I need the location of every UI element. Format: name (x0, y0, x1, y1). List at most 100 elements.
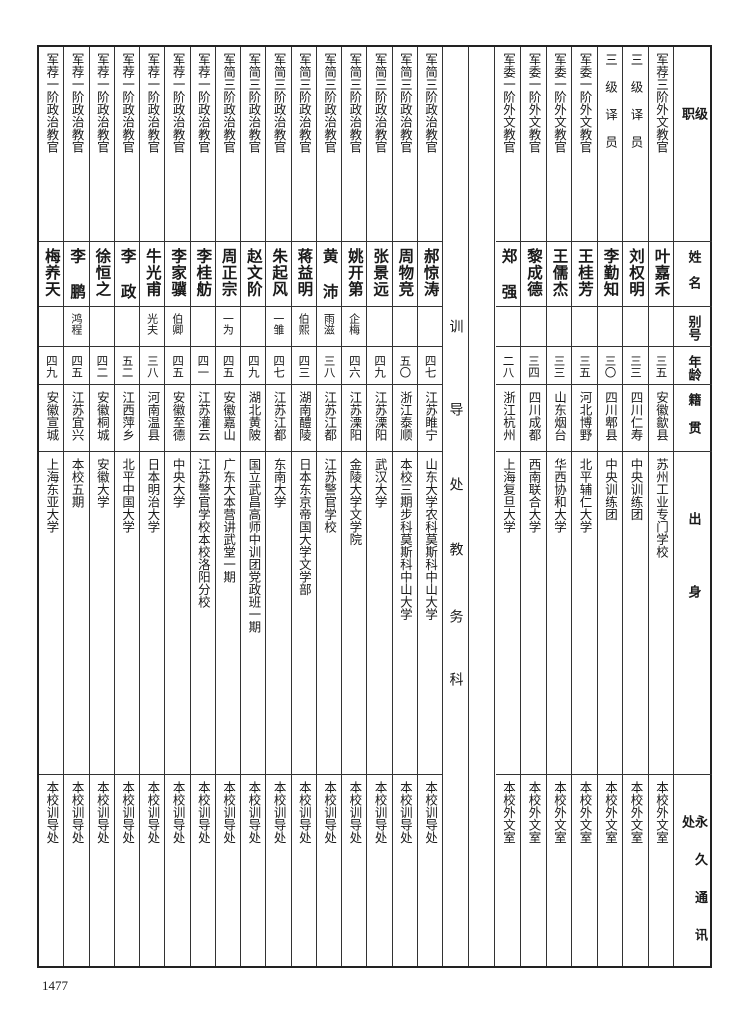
name-cell: 李 鹏 (64, 242, 89, 307)
address-text: 本校训导处 (69, 781, 85, 844)
rank-cell: 军委一阶外文教官 (546, 47, 571, 242)
rank-cell: 军荐三阶外文教官 (648, 47, 673, 242)
name-text: 周正宗 (219, 248, 238, 298)
education-cell: 江苏警官学校 (316, 452, 341, 775)
address-text: 本校训导处 (221, 781, 237, 844)
rank-text: 军荐一阶政治教官 (94, 53, 110, 153)
education-text: 江苏警官学校 (322, 458, 338, 533)
name-text: 叶嘉禾 (652, 248, 671, 298)
education-text: 广东大本营讲武堂一期 (221, 458, 237, 583)
origin-text: 浙江泰顺 (397, 391, 413, 441)
origin-cell: 江苏溧阳 (367, 385, 392, 452)
address-cell: 本校训导处 (191, 775, 215, 968)
rank-text: 军荐三阶外文教官 (654, 53, 669, 153)
age-cell: 四九 (241, 347, 266, 385)
alias-cell (114, 307, 139, 347)
staff-column: 军委一阶外文教官 王儒杰 三三 山东烟台 华西协和大学 本校外文室 (546, 47, 572, 966)
origin-text: 河南温县 (145, 391, 161, 441)
education-text: 山东大学农科莫斯科中山大学 (423, 458, 439, 621)
rank-cell: 军简三阶政治教官 (291, 47, 316, 242)
alias-cell: 一为 (215, 307, 240, 347)
name-cell: 王桂芳 (572, 242, 597, 307)
rank-text: 军委一阶外文教官 (526, 53, 542, 153)
section-label-char: 教 (447, 542, 464, 556)
education-cell: 上海复旦大学 (495, 452, 520, 775)
staff-column: 军荐一阶政治教官李 鹏鸿程 四五 江苏宜兴 本校五期 本校训导处 (64, 47, 90, 966)
education-text: 国立武昌高师中训团党政班一期 (246, 458, 262, 633)
origin-text: 江苏溧阳 (347, 391, 363, 441)
origin-text: 四川仁寿 (628, 391, 644, 441)
origin-text: 山东烟台 (552, 391, 567, 441)
age-text: 四九 (44, 355, 59, 378)
address-cell: 本校外文室 (598, 775, 623, 968)
name-cell: 李桂舫 (190, 242, 215, 307)
name-text: 王儒杰 (550, 248, 569, 298)
alias-cell (417, 307, 442, 347)
rank-text: 军荐一阶政治教官 (44, 53, 60, 153)
address-text: 本校训导处 (170, 781, 186, 844)
address-cell: 本校训导处 (393, 775, 417, 968)
education-text: 安徽大学 (94, 458, 110, 508)
alias-cell (392, 307, 417, 347)
header-age-label: 年龄 (685, 355, 701, 381)
alias-cell (546, 307, 571, 347)
age-text: 五〇 (398, 355, 413, 378)
alias-cell (190, 307, 215, 347)
address-cell: 本校外文室 (572, 775, 597, 968)
education-text: 中央训练团 (628, 458, 644, 521)
alias-cell (367, 307, 392, 347)
education-cell: 上海东亚大学 (39, 452, 64, 775)
name-cell: 王儒杰 (546, 242, 571, 307)
address-cell: 本校训导处 (39, 775, 63, 968)
education-text: 苏州工业专门学校 (654, 458, 669, 558)
origin-cell: 山东烟台 (546, 385, 571, 452)
staff-column: 军简三阶政治教官 张景远 四九 江苏溧阳 武汉大学 本校训导处 (367, 47, 393, 966)
origin-cell: 安徽嘉山 (215, 385, 240, 452)
name-text: 黄 沛 (320, 248, 339, 300)
name-text: 梅养天 (42, 248, 61, 298)
origin-text: 安徽至德 (170, 391, 186, 441)
rank-cell: 军简三阶政治教官 (392, 47, 417, 242)
education-cell: 西南联合大学 (521, 452, 546, 775)
address-cell: 本校训导处 (140, 775, 164, 968)
origin-cell: 浙江泰顺 (392, 385, 417, 452)
alias-cell (648, 307, 673, 347)
rank-text: 军荐一阶政治教官 (145, 53, 161, 153)
header-origin-label: 籍贯 (685, 393, 701, 449)
education-cell: 本校五期 (64, 452, 89, 775)
rank-text: 军委一阶外文教官 (552, 53, 567, 153)
origin-cell: 安徽宣城 (39, 385, 64, 452)
age-cell: 三三 (623, 347, 648, 385)
name-text: 牛光甫 (143, 248, 162, 298)
rank-cell: 军简三阶政治教官 (367, 47, 392, 242)
address-cell: 本校训导处 (216, 775, 240, 968)
education-cell: 本校三期步科莫斯科中山大学 (392, 452, 417, 775)
staff-column: 军荐三阶外文教官 叶嘉禾 三五 安徽歙县 苏州工业专门学校 本校外文室 (648, 47, 674, 966)
section-label-char: 科 (447, 672, 464, 686)
address-cell: 本校训导处 (241, 775, 265, 968)
rank-text: 军荐一阶政治教官 (195, 53, 211, 153)
age-cell: 四五 (64, 347, 89, 385)
origin-text: 湖南醴陵 (296, 391, 312, 441)
name-text: 徐恒之 (93, 248, 112, 298)
age-cell: 三五 (648, 347, 673, 385)
age-cell: 四五 (165, 347, 190, 385)
staff-roster-table: 级职 姓名 别号 年龄 籍贯 出身 永久通讯处 军荐三阶外文教官 叶嘉禾 三五 安徽歙县 苏州工业专门… (37, 45, 712, 968)
name-text: 李桂舫 (194, 248, 213, 298)
rank-cell: 三 级 译 员 (623, 47, 648, 242)
education-text: 金陵大学文学院 (347, 458, 363, 546)
address-text: 本校外文室 (501, 781, 516, 844)
alias-text: 伯熙 (297, 313, 311, 335)
rank-text: 三 级 译 员 (603, 53, 618, 148)
staff-column: 军委一阶外文教官 黎成德 三四 四川成都 西南联合大学 本校外文室 (521, 47, 547, 966)
alias-text: 雨滋 (322, 313, 336, 335)
header-address: 永久通讯处 (674, 775, 712, 968)
staff-column: 军简三阶政治教官 周物竞 五〇 浙江泰顺 本校三期步科莫斯科中山大学 本校训导处 (392, 47, 418, 968)
rank-text: 军荐一阶政治教官 (170, 53, 186, 153)
name-cell: 黄 沛 (316, 242, 341, 307)
age-cell: 三八 (140, 347, 165, 385)
name-text: 蒋益明 (295, 248, 314, 298)
header-alias: 别号 (674, 307, 712, 347)
name-cell: 黎成德 (521, 242, 546, 307)
alias-cell (39, 307, 64, 347)
